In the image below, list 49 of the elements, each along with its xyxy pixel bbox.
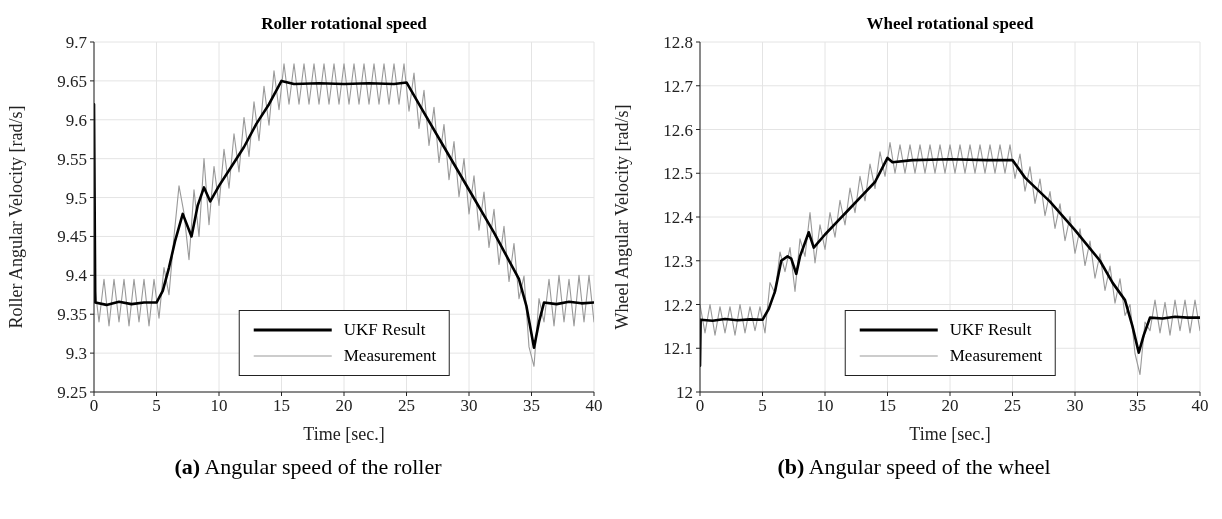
legend-label: UKF Result [343, 319, 426, 341]
x-axis-title: Time [sec.] [909, 424, 991, 444]
y-tick-label: 9.5 [65, 188, 87, 208]
x-tick-label: 15 [273, 396, 290, 416]
y-tick-label: 9.7 [65, 33, 88, 53]
y-axis-title: Roller Angular Velocity [rad/s] [6, 105, 27, 329]
y-tick-label: 9.25 [57, 383, 87, 403]
x-tick-label: 35 [523, 396, 540, 416]
y-tick-label: 9.3 [65, 344, 87, 364]
y-tick-label: 12.1 [663, 339, 693, 359]
x-tick-label: 10 [210, 396, 228, 416]
x-tick-label: 30 [1066, 396, 1084, 416]
x-tick-label: 20 [335, 396, 353, 416]
y-tick-label: 12.4 [663, 208, 694, 228]
x-tick-label: 0 [89, 396, 99, 416]
y-tick-label: 9.4 [65, 266, 88, 286]
text: (b) Angular speed of the wheel [776, 454, 1052, 480]
y-tick-label: 9.65 [57, 71, 87, 91]
legend-label: Measurement [949, 345, 1043, 367]
x-tick-label: 25 [1004, 396, 1021, 416]
x-axis-title: Time [sec.] [303, 424, 385, 444]
x-tick-label: 15 [879, 396, 896, 416]
text: (a) Angular speed of the roller [173, 454, 443, 480]
y-tick-label: 12.7 [663, 76, 694, 96]
y-tick-label: 9.55 [57, 149, 87, 169]
x-tick-label: 0 [695, 396, 705, 416]
x-tick-label: 40 [1191, 396, 1209, 416]
y-tick-label: 12.2 [663, 295, 693, 315]
x-tick-label: 20 [941, 396, 959, 416]
y-tick-label: 12.5 [663, 164, 693, 184]
y-tick-label: 9.6 [65, 110, 87, 130]
chart-title: Wheel rotational speed [865, 14, 1035, 34]
y-tick-label: 12 [676, 383, 693, 403]
chart-title: Roller rotational speed [260, 14, 428, 34]
x-tick-label: 35 [1129, 396, 1146, 416]
y-tick-label: 12.3 [663, 251, 693, 271]
legend-label: UKF Result [949, 319, 1032, 341]
x-tick-label: 5 [758, 396, 767, 416]
x-tick-label: 40 [585, 396, 603, 416]
y-tick-label: 9.35 [57, 305, 87, 325]
x-tick-label: 5 [152, 396, 161, 416]
x-tick-label: 30 [460, 396, 478, 416]
x-tick-label: 10 [816, 396, 834, 416]
y-tick-label: 9.45 [57, 227, 87, 247]
legend-label: Measurement [343, 345, 437, 367]
y-tick-label: 12.8 [663, 33, 693, 53]
x-tick-label: 25 [398, 396, 415, 416]
y-axis-title: Wheel Angular Velocity [rad/s] [612, 104, 633, 330]
y-tick-label: 12.6 [663, 120, 693, 140]
